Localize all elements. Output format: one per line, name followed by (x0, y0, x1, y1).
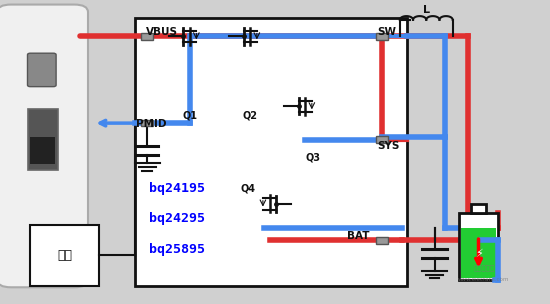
Text: Q2: Q2 (243, 111, 258, 121)
Bar (376, 237, 388, 244)
Bar (30, 137, 55, 164)
Bar (461, 228, 496, 278)
Bar (376, 33, 388, 40)
Bar (471, 204, 486, 213)
Text: BAT: BAT (346, 231, 369, 241)
Text: PMID: PMID (136, 119, 167, 129)
Bar (141, 120, 153, 126)
Text: bq25895: bq25895 (148, 243, 205, 256)
Bar (459, 213, 498, 280)
Text: www.elecfans.com: www.elecfans.com (458, 277, 510, 282)
Bar (28, 109, 58, 170)
Text: bq24295: bq24295 (148, 212, 205, 225)
Text: VBUS: VBUS (146, 27, 178, 37)
Text: ⚡: ⚡ (475, 249, 482, 259)
Text: Q3: Q3 (305, 152, 320, 162)
Text: Q4: Q4 (241, 184, 256, 193)
Bar (30, 225, 99, 286)
Text: SW: SW (377, 27, 396, 37)
Bar (376, 136, 388, 143)
Text: Q1: Q1 (182, 111, 197, 121)
Text: SYS: SYS (377, 141, 399, 151)
Text: 主机: 主机 (57, 249, 72, 262)
Text: bq24195: bq24195 (148, 182, 205, 195)
Bar (141, 33, 153, 40)
Bar (135, 18, 407, 286)
FancyBboxPatch shape (28, 53, 56, 87)
Text: 电子发烧友: 电子发烧友 (474, 264, 494, 271)
Text: L: L (423, 5, 430, 15)
FancyBboxPatch shape (0, 5, 88, 287)
